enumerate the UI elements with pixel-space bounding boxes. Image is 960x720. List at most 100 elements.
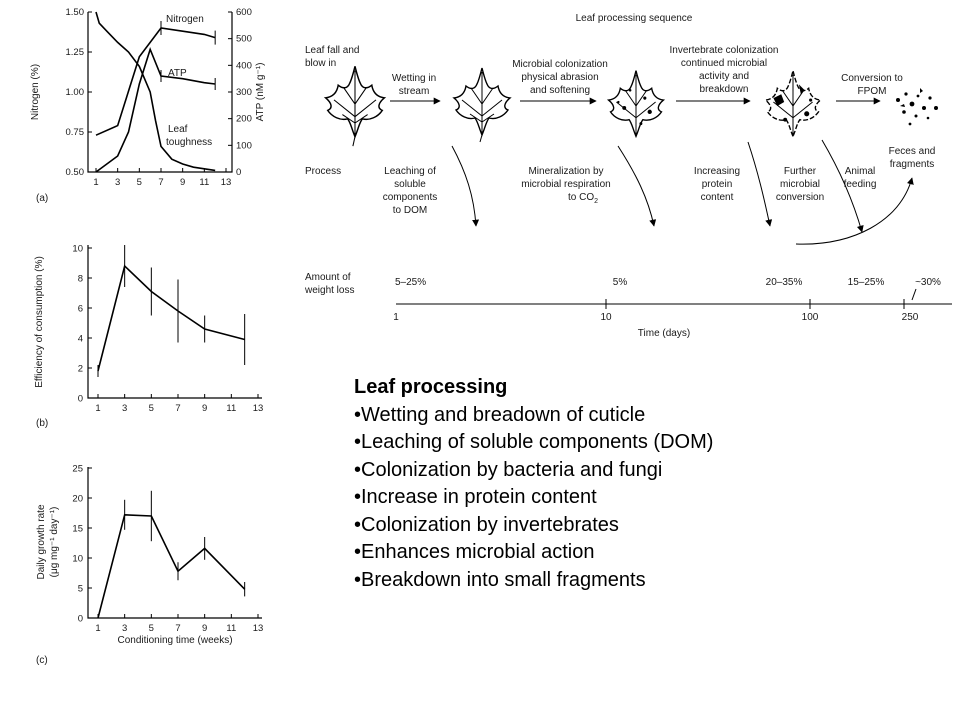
process-feces-line-2: fragments [890, 159, 934, 170]
stage-label-3: Microbial colonization physical abrasion… [512, 59, 608, 96]
panel-c-y-tick-label: 5 [78, 584, 83, 595]
bullets-heading: Leaf processing [354, 376, 508, 398]
stage-3-line-2: physical abrasion [521, 72, 598, 83]
toughness-curve-label-1: Leaf [168, 124, 188, 135]
process-mineralization-line-1: Mineralization by [528, 166, 603, 177]
process-arrows [451, 139, 914, 245]
panel-b-y-ticks: 10 8 6 4 2 0 [72, 244, 92, 405]
stage-3-line-1: Microbial colonization [512, 59, 608, 70]
weight-loss-stage-3: 20–35% [766, 277, 803, 288]
leaf-fresh-icon [323, 66, 387, 147]
stage-label-2: Wetting in stream [392, 73, 436, 97]
panel-c-ylabel-line-1: Daily growth rate [36, 504, 47, 579]
process-feeding-line-2: feeding [844, 179, 877, 190]
panel-a-left-ylabel: Nitrogen (%) [30, 64, 41, 120]
process-protein-line-2: protein [702, 179, 733, 190]
panel-c-xlabel: Conditioning time (weeks) [117, 635, 232, 646]
stage-3-line-3: and softening [530, 85, 590, 96]
panel-a-right-tick-label: 500 [236, 34, 252, 45]
process-feces: Feces and fragments [889, 146, 936, 170]
panel-a-right-tick-label: 400 [236, 60, 252, 71]
process-leaching: Leaching of soluble components to DOM [383, 166, 437, 216]
panel-a-x-tick-label: 5 [137, 177, 142, 188]
stage-4-line-2: continued microbial [681, 58, 767, 69]
panel-a-left-ticks: 1.50 1.25 1.00 0.75 0.50 [66, 7, 92, 178]
panel-b-series-line [97, 264, 245, 372]
process-further-conversion: Further microbial conversion [776, 166, 824, 203]
time-axis: 1 10 100 250 Time (days) [393, 299, 952, 339]
time-label-100: 100 [802, 312, 819, 323]
bullet-colonization-microbes: •Colonization by bacteria and fungi [354, 458, 663, 481]
panel-c-y-ticks: 25 20 15 10 5 0 [72, 464, 92, 625]
co2-text: to CO [568, 192, 594, 203]
panel-c-ylabel-line-2: (μg mg⁻¹ day⁻¹) [49, 507, 60, 578]
panel-b-x-tick-label: 7 [175, 403, 180, 414]
time-label-250: 250 [902, 312, 919, 323]
panel-b-y-tick-label: 4 [78, 334, 83, 345]
stage-label-1: Leaf fall and blow in [305, 45, 360, 69]
process-leaching-line-1: Leaching of [384, 166, 436, 177]
panel-c-y-tick-label: 10 [72, 554, 83, 565]
panel-c-x-tick-label: 13 [253, 623, 264, 634]
protein-arrow [747, 141, 773, 227]
bullet-microbial-action: •Enhances microbial action [354, 541, 595, 563]
panel-a-left-tick-label: 1.25 [66, 47, 85, 58]
process-further-line-1: Further [784, 166, 817, 177]
panel-a-x-tick-label: 9 [180, 177, 185, 188]
panel-a-left-tick-label: 0.50 [66, 167, 85, 178]
process-mineralization-line-2: microbial respiration [521, 179, 610, 190]
panel-c-x-tick-label: 1 [95, 623, 100, 634]
leaf-wetted-icon [452, 67, 512, 143]
stage-5-line-2: FPOM [858, 86, 887, 97]
time-label-10: 10 [600, 312, 612, 323]
panel-b-tag: (b) [36, 418, 48, 429]
sequence-title: Leaf processing sequence [576, 13, 693, 24]
panel-b-y-tick-label: 6 [78, 304, 83, 315]
stage-1-line-1: Leaf fall and [305, 45, 360, 56]
panel-b-series [97, 245, 246, 377]
panel-a-x-tick-label: 13 [221, 177, 232, 188]
panel-a-x-tick-label: 3 [115, 177, 120, 188]
process-protein-line-3: content [701, 192, 734, 203]
stage-2-line-1: Wetting in [392, 73, 436, 84]
further-conversion-arrow [821, 139, 864, 233]
panel-a-right-tick-label: 600 [236, 7, 252, 18]
fpom-particles-icon [896, 88, 938, 126]
panel-a-right-tick-label: 100 [236, 140, 252, 151]
stage-label-4: Invertebrate colonization continued micr… [670, 45, 779, 95]
panel-b-x-tick-label: 3 [122, 403, 127, 414]
stage-1-line-2: blow in [305, 58, 336, 69]
stage-label-5: Conversion to FPOM [841, 73, 903, 97]
panel-a-right-ylabel: ATP (nM g⁻¹) [255, 63, 266, 122]
panel-c-x-tick-label: 7 [175, 623, 180, 634]
panel-b-y-tick-label: 8 [78, 274, 83, 285]
panel-c-x-tick-label: 9 [202, 623, 207, 634]
panel-b-x-tick-label: 1 [95, 403, 100, 414]
panel-a-right-tick-label: 0 [236, 167, 241, 178]
panel-c-y-tick-label: 15 [72, 524, 83, 535]
process-leaching-line-4: to DOM [393, 205, 427, 216]
weight-loss-stage-2: 5% [613, 277, 628, 288]
weight-loss-stage-4: 15–25% [848, 277, 885, 288]
weight-loss-pointer [911, 288, 917, 301]
feces-arrow [795, 177, 914, 245]
panel-a-right-tick-label: 200 [236, 114, 252, 125]
stage-2-line-2: stream [399, 86, 430, 97]
bullet-leaching: •Leaching of soluble components (DOM) [354, 431, 714, 453]
stage-4-line-3: activity and [699, 71, 749, 82]
panel-b-x-tick-label: 9 [202, 403, 207, 414]
panel-c-series-line [97, 513, 246, 619]
panel-b-x-tick-label: 13 [253, 403, 264, 414]
panel-c-y-tick-label: 20 [72, 494, 83, 505]
process-leaching-line-3: components [383, 192, 437, 203]
panel-c-axes [87, 467, 262, 619]
co2-subscript: 2 [594, 198, 598, 205]
bullet-wetting: •Wetting and breadown of cuticle [354, 403, 646, 426]
panel-a-x-tick-label: 7 [158, 177, 163, 188]
panel-a-x-tick-label: 11 [199, 177, 209, 188]
panel-b-y-tick-label: 2 [78, 364, 83, 375]
panel-b-x-tick-label: 5 [149, 403, 154, 414]
panel-c-x-tick-label: 11 [226, 623, 236, 634]
